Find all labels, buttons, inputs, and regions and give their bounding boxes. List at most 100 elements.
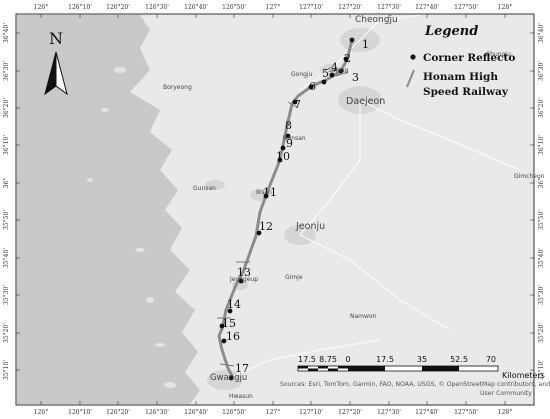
point-label: 14 bbox=[227, 298, 241, 311]
railway-crossmarks bbox=[217, 71, 349, 367]
point-label: 13 bbox=[237, 266, 251, 279]
tick-left: 35°30' bbox=[3, 285, 10, 305]
north-arrow: N bbox=[44, 29, 68, 96]
tick-top: 127°10' bbox=[299, 4, 323, 11]
scale-label-5: 52.5 bbox=[450, 355, 468, 364]
tick-bottom: 126°30' bbox=[145, 409, 169, 416]
tick-bottom: 127°10' bbox=[299, 409, 323, 416]
tick-right: 36°40' bbox=[538, 23, 545, 43]
corner-reflector-point bbox=[308, 84, 314, 90]
scale-label-6: 70 bbox=[486, 355, 496, 364]
tick-top: 127°30' bbox=[377, 4, 401, 11]
scale-label-2: 0 bbox=[345, 355, 350, 364]
north-label: N bbox=[49, 29, 63, 48]
tick-right: 36°20' bbox=[538, 98, 545, 118]
point-label: 2 bbox=[344, 52, 351, 65]
corner-reflector-point bbox=[292, 99, 298, 105]
tick-left: 35°40' bbox=[3, 248, 10, 268]
city-label: Cheongju bbox=[355, 15, 398, 25]
tick-bottom: 127°20' bbox=[338, 409, 362, 416]
city-label: Chungju bbox=[486, 51, 511, 58]
scale-label-3: 17.5 bbox=[376, 355, 394, 364]
credit-line-2: User Community bbox=[480, 390, 532, 397]
city-label: Gimcheon bbox=[514, 173, 545, 180]
point-label: 6 bbox=[309, 80, 316, 93]
corner-reflector-point bbox=[349, 37, 355, 43]
city-label: Sejong bbox=[328, 67, 349, 74]
scale-bar: 17.5 8.75 0 17.5 35 52.5 70 Kilometers bbox=[297, 355, 545, 380]
tick-left: 36°10' bbox=[3, 135, 10, 155]
tick-top: 126°40' bbox=[184, 4, 208, 11]
tick-bottom: 126°50' bbox=[222, 409, 246, 416]
tick-right: 36°10' bbox=[538, 135, 545, 155]
tick-bottom: 127°50' bbox=[454, 409, 478, 416]
legend-line-icon bbox=[406, 69, 415, 88]
point-label: 3 bbox=[352, 71, 359, 84]
tick-top: 126° bbox=[34, 4, 48, 11]
city-label: Gongju bbox=[291, 71, 313, 78]
tick-right: 35°10' bbox=[538, 360, 545, 380]
tick-left: 36°30' bbox=[3, 61, 10, 81]
corner-reflector-point bbox=[238, 278, 244, 284]
tick-right: 35°40' bbox=[538, 248, 545, 268]
tick-top: 127°50' bbox=[454, 4, 478, 11]
point-label: 10 bbox=[276, 150, 290, 163]
tick-top: 128° bbox=[498, 4, 512, 11]
tick-bottom: 127°40' bbox=[415, 409, 439, 416]
city-label: Boryeong bbox=[163, 84, 192, 91]
city-label: Nonsan bbox=[283, 135, 306, 142]
tick-top: 126°50' bbox=[222, 4, 246, 11]
legend-title: Legend bbox=[424, 24, 478, 39]
tick-bottom: 126° bbox=[34, 409, 48, 416]
corner-reflector-point bbox=[329, 72, 335, 78]
point-label: 5 bbox=[322, 67, 329, 80]
corner-reflector-point bbox=[343, 56, 349, 62]
point-label: 17 bbox=[235, 362, 249, 375]
scale-unit: Kilometers bbox=[502, 371, 545, 380]
tick-bottom: 127° bbox=[266, 409, 280, 416]
city-label: Gwangju bbox=[210, 373, 247, 383]
roads bbox=[224, 14, 521, 381]
scale-label-0: 17.5 bbox=[298, 355, 316, 364]
sea-area bbox=[17, 15, 200, 404]
point-label: 1 bbox=[362, 38, 369, 51]
city-label: Gunsan bbox=[193, 185, 216, 192]
north-arrow-left-icon bbox=[44, 51, 57, 96]
corner-reflector-point bbox=[221, 338, 227, 344]
tick-left: 35°50' bbox=[3, 210, 10, 230]
tick-right: 35°20' bbox=[538, 323, 545, 343]
corner-reflector-point bbox=[228, 375, 234, 381]
city-label: Namwon bbox=[350, 313, 377, 320]
point-label: 16 bbox=[226, 330, 240, 343]
tick-bottom: 126°10' bbox=[68, 409, 92, 416]
tick-left: 35°20' bbox=[3, 323, 10, 343]
point-label: 11 bbox=[263, 186, 277, 199]
tick-bottom: 127°30' bbox=[377, 409, 401, 416]
point-label: 15 bbox=[222, 317, 236, 330]
tick-bottom: 128° bbox=[498, 409, 512, 416]
corner-reflector-point bbox=[263, 193, 269, 199]
city-labels: Cheongju Daejeon Jeonju Gwangju Boryeong Gong… bbox=[163, 15, 545, 400]
tick-top: 127°20' bbox=[338, 4, 362, 11]
tick-left: 35°10' bbox=[3, 360, 10, 380]
city-label: Iksan bbox=[256, 189, 272, 196]
tick-top: 126°10' bbox=[68, 4, 92, 11]
railway-line bbox=[217, 39, 354, 379]
point-label: 4 bbox=[331, 61, 338, 74]
legend-item-point: Corner Reflecto bbox=[423, 52, 515, 64]
legend-item-line: Honam High bbox=[423, 71, 498, 83]
corner-reflector-point bbox=[256, 230, 262, 236]
tick-bottom: 126°40' bbox=[184, 409, 208, 416]
tick-right: 36° bbox=[538, 178, 545, 189]
corner-reflector-point bbox=[321, 79, 327, 85]
tick-top: 126°30' bbox=[145, 4, 169, 11]
tick-bottom: 126°20' bbox=[106, 409, 130, 416]
tick-top: 127°40' bbox=[415, 4, 439, 11]
point-label: 9 bbox=[286, 137, 293, 150]
scale-label-4: 35 bbox=[417, 355, 427, 364]
tick-right: 36°30' bbox=[538, 61, 545, 81]
legend-item-line-cont: Speed Railway bbox=[423, 86, 509, 98]
